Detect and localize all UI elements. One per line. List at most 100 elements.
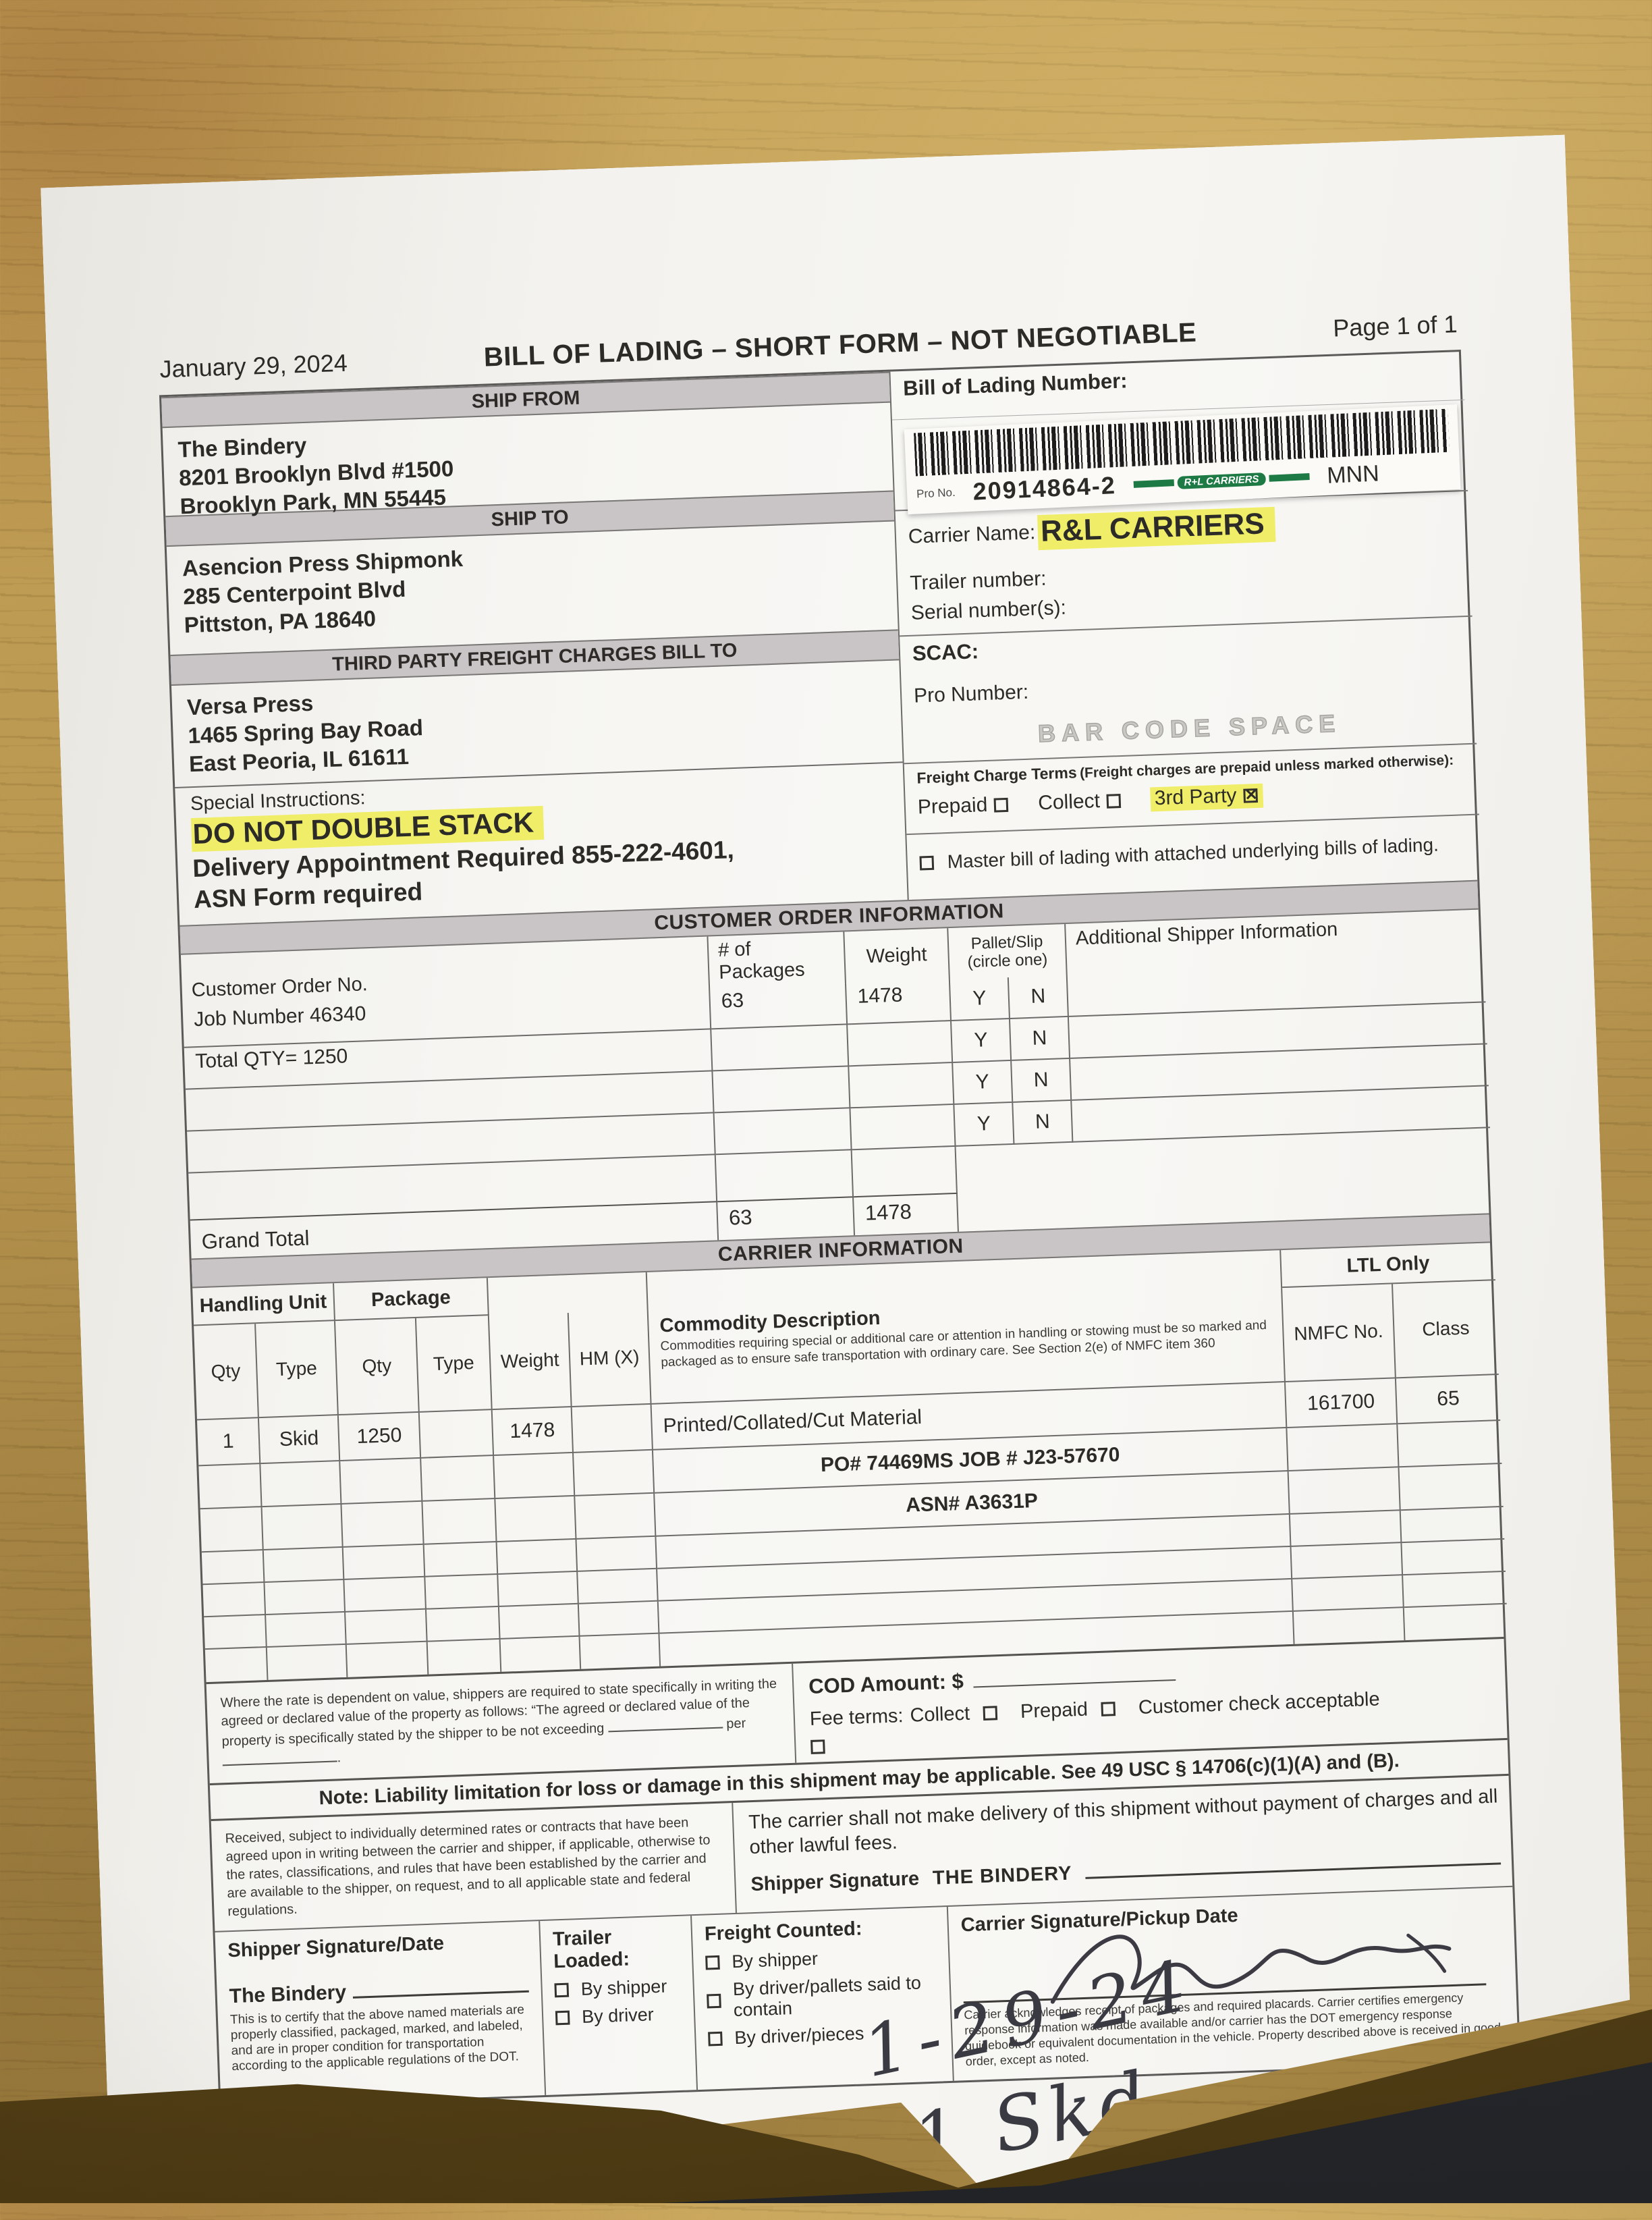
order-blank-packages [716, 1150, 854, 1201]
prepaid-checkbox [994, 798, 1009, 813]
empty-cell [497, 1540, 578, 1575]
order-row1-pallet-no: N [1009, 975, 1069, 1019]
bottom-signature-row: Shipper Signature/Date The Bindery This … [215, 1886, 1518, 2107]
shipper-signature-date-cell: Shipper Signature/Date The Bindery This … [215, 1921, 545, 2107]
empty-cell [1294, 1608, 1406, 1644]
row-hu-qty: 1 [197, 1418, 260, 1466]
po-row-c3 [340, 1459, 422, 1505]
collect-checkbox [1107, 794, 1122, 809]
declared-value-blank1 [607, 1713, 723, 1732]
fc-by-driver-pieces-label: By driver/pieces [734, 2023, 864, 2049]
signature-underline [1085, 1841, 1502, 1878]
document-date: January 29, 2024 [159, 348, 348, 383]
logo-line-left-icon [1133, 479, 1174, 488]
col-header-weight: Weight [844, 928, 950, 983]
page-number: Page 1 of 1 [1332, 310, 1458, 342]
fc-by-shipper-label: By shipper [731, 1948, 819, 1972]
received-text: Received, subject to individually determ… [225, 1815, 711, 1920]
special-instructions: Special Instructions: DO NOT DOUBLE STAC… [175, 761, 907, 925]
order-row3-pallet-yes: Y [953, 1061, 1013, 1105]
freight-terms-parenthetical: (Freight charges are prepaid unless mark… [1079, 752, 1454, 782]
empty-cell [266, 1613, 347, 1648]
order-blank-weight [852, 1147, 958, 1196]
order-row4-pallet-yes: Y [954, 1103, 1014, 1147]
fee-terms-label: Fee terms: [809, 1705, 904, 1730]
fee-prepaid-label: Prepaid [1020, 1698, 1089, 1723]
fc-by-driver-pieces-checkbox [708, 2032, 723, 2047]
empty-cell [204, 1615, 267, 1650]
declared-value-body: Where the rate is dependent on value, sh… [220, 1676, 777, 1750]
customer-check-checkbox [810, 1739, 825, 1754]
po-row-nmfc [1287, 1424, 1399, 1471]
trailer-by-driver-label: By driver [581, 2004, 655, 2028]
order-row2-pallet-no: N [1010, 1017, 1070, 1061]
freight-counted-label: Freight Counted: [704, 1918, 863, 1945]
fee-prepaid-checkbox [1101, 1702, 1116, 1716]
fc-by-driver-pallets-checkbox [707, 1993, 721, 2008]
shipper-signature-label: Shipper Signature [750, 1868, 920, 1896]
col-header-pallet-slip: Pallet/Slip (circle one) [948, 924, 1068, 979]
master-bol-checkbox [919, 855, 934, 870]
asn-row-nmfc [1289, 1467, 1401, 1515]
row-pkg-qty: 1250 [339, 1413, 421, 1461]
shipper-signed-value: The Bindery [229, 1981, 347, 2008]
pallet-slip-sublabel: (circle one) [967, 950, 1048, 972]
order-row3-packages [713, 1066, 850, 1113]
po-row-c4 [421, 1456, 495, 1502]
handling-unit-header: Handling Unit [192, 1283, 335, 1326]
order-row4-pallet-no: N [1013, 1101, 1073, 1145]
order-row2-weight [848, 1021, 953, 1066]
pro-number-value: 20914864-2 [972, 471, 1117, 506]
empty-cell [578, 1569, 659, 1604]
row-nmfc: 161700 [1286, 1378, 1398, 1428]
hm-header: HM (X) [569, 1310, 652, 1407]
order-row3-pallet-no: N [1012, 1059, 1072, 1103]
trailer-by-shipper-line: By shipper [554, 1976, 681, 2001]
empty-cell [576, 1537, 657, 1572]
asn-row-c4 [422, 1499, 497, 1545]
trailer-by-driver-line: By driver [555, 2003, 682, 2029]
col-header-packages: # of Packages [708, 931, 846, 987]
empty-cell [424, 1542, 499, 1577]
carrier-name-value-highlight: R&L CARRIERS [1037, 507, 1275, 550]
empty-cell [343, 1545, 426, 1580]
right-column: Bill of Lading Number: Pro No. 20914864-… [890, 352, 1481, 900]
cod-amount-label: COD Amount: $ [808, 1669, 964, 1698]
bol-form: SHIP FROM The Bindery 8201 Brooklyn Blvd… [159, 350, 1520, 2109]
empty-cell [203, 1583, 267, 1617]
collect-option: Collect [1038, 789, 1122, 815]
row-weight: 1478 [493, 1407, 574, 1456]
third-party-label: 3rd Party [1154, 784, 1238, 810]
empty-cell [498, 1572, 579, 1607]
empty-cell [1292, 1575, 1404, 1612]
rl-carriers-logo: R+L CARRIERS [1133, 470, 1310, 491]
shipper-signed-underline [353, 1978, 529, 1999]
logo-line-right-icon [1269, 473, 1309, 482]
order-row1-pallet-yes: Y [950, 977, 1010, 1021]
po-row-c2 [260, 1461, 341, 1507]
empty-cell [580, 1634, 661, 1669]
customer-order-table: Customer Order No. # of Packages Weight … [181, 910, 1489, 1259]
shipper-certification-text: This is to certify that the above named … [229, 2002, 525, 2074]
order-row2-pallet-yes: Y [952, 1019, 1012, 1063]
empty-cell [1401, 1507, 1505, 1543]
empty-cell [428, 1640, 502, 1675]
order-row4-weight [850, 1105, 956, 1150]
row-class: 65 [1396, 1375, 1500, 1424]
bar-code-space-placeholder: BAR CODE SPACE [1037, 709, 1342, 748]
declared-value-blank2 [222, 1747, 337, 1766]
empty-cell [501, 1637, 582, 1672]
master-bol-label: Master bill of lading with attached unde… [947, 834, 1439, 873]
carrier-signature-cell: Carrier Signature/Pickup Date Carrier ac… [947, 1887, 1522, 2081]
prepaid-label: Prepaid [917, 793, 988, 819]
declared-value-text: Where the rate is dependent on value, sh… [220, 1676, 777, 1766]
trailer-by-shipper-label: By shipper [580, 1976, 667, 2000]
top-section: SHIP FROM The Bindery 8201 Brooklyn Blvd… [161, 352, 1477, 925]
empty-cell [265, 1580, 346, 1615]
empty-cell [1290, 1511, 1402, 1547]
third-party-option-highlight: 3rd Party [1150, 784, 1263, 812]
spacer-weight-hm [488, 1272, 649, 1316]
asn-row-class [1400, 1464, 1504, 1511]
hu-type-header: Type [256, 1321, 339, 1418]
order-row4-packages [715, 1108, 852, 1155]
